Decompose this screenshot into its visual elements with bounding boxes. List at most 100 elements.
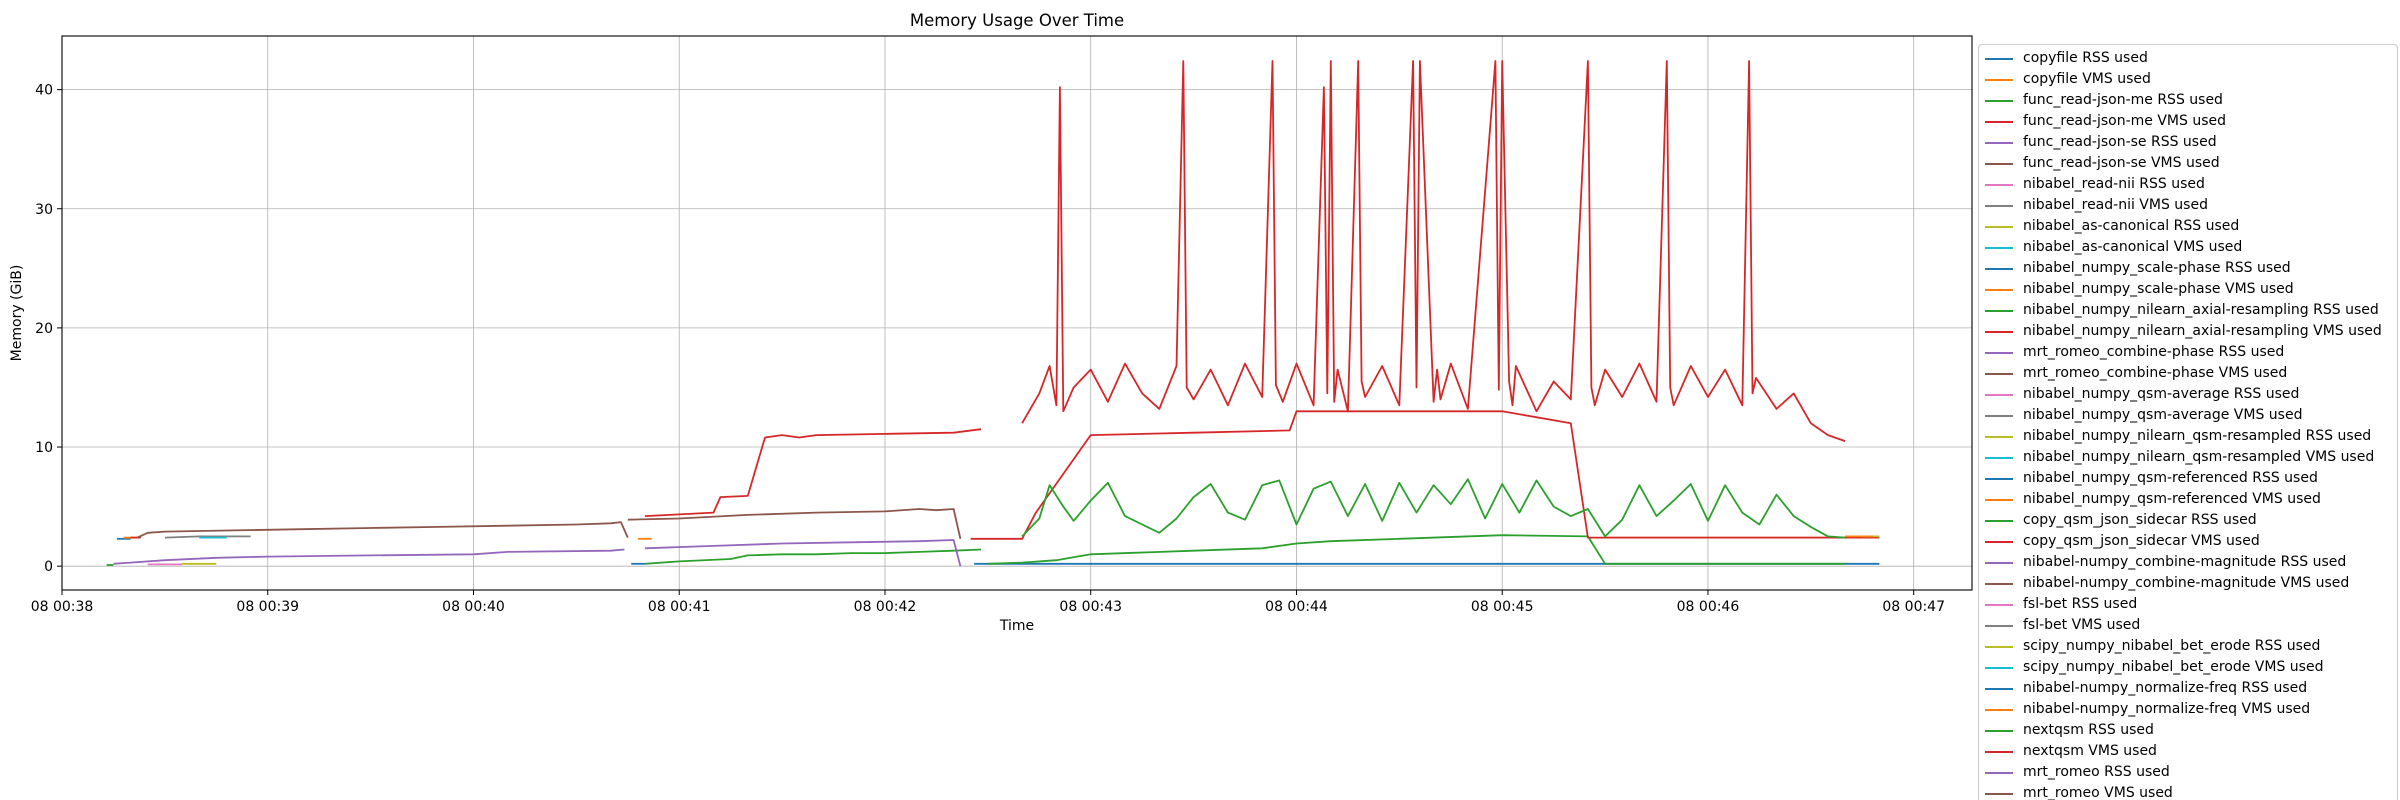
legend-label: nibabel_numpy_nilearn_axial-resampling V… (2023, 323, 2382, 339)
legend-item: func_read-json-se VMS used (1985, 153, 2397, 174)
legend-swatch (1985, 666, 2013, 669)
legend-item: nibabel_numpy_nilearn_axial-resampling R… (1985, 300, 2397, 321)
x-tick-label: 08 00:38 (31, 599, 94, 615)
legend-swatch (1985, 519, 2013, 522)
legend-item: mrt_romeo_combine-phase VMS used (1985, 363, 2397, 384)
legend-label: func_read-json-se VMS used (2023, 155, 2220, 171)
legend-item: copy_qsm_json_sidecar RSS used (1985, 510, 2397, 531)
legend-item: nextqsm VMS used (1985, 741, 2397, 762)
legend-item: nibabel_numpy_qsm-average RSS used (1985, 384, 2397, 405)
series-lines (106, 60, 1880, 567)
legend-swatch (1985, 645, 2013, 648)
y-tick-label: 30 (35, 202, 53, 218)
legend-swatch (1985, 792, 2013, 795)
legend-label: nextqsm RSS used (2023, 722, 2154, 738)
legend-label: nibabel_as-canonical RSS used (2023, 218, 2240, 234)
legend-label: func_read-json-me RSS used (2023, 92, 2223, 108)
x-tick-label: 08 00:42 (854, 599, 917, 615)
legend-item: nextqsm RSS used (1985, 720, 2397, 741)
legend-label: nibabel_numpy_qsm-referenced VMS used (2023, 491, 2321, 507)
axis-ticks: 08 00:38 08 00:39 08 00:40 08 00:41 08 00:42… (31, 83, 1945, 615)
x-tick-label: 08 00:46 (1677, 599, 1740, 615)
legend-label: mrt_romeo_combine-phase VMS used (2023, 365, 2288, 381)
legend-swatch (1985, 540, 2013, 543)
x-tick-label: 08 00:40 (442, 599, 505, 615)
x-axis-label: Time (999, 618, 1034, 634)
legend-item: nibabel_numpy_qsm-average VMS used (1985, 405, 2397, 426)
legend-swatch (1985, 120, 2013, 123)
legend: copyfile RSS used copyfile VMS used func_r… (1978, 44, 2398, 800)
legend-item: copyfile RSS used (1985, 48, 2397, 69)
legend-label: copy_qsm_json_sidecar RSS used (2023, 512, 2257, 528)
legend-label: nibabel_read-nii VMS used (2023, 197, 2208, 213)
legend-swatch (1985, 78, 2013, 81)
series-line-13 (644, 428, 982, 517)
legend-label: nibabel-numpy_combine-magnitude VMS used (2023, 575, 2350, 591)
legend-label: nibabel_numpy_scale-phase VMS used (2023, 281, 2294, 297)
series-line-12 (644, 548, 982, 565)
legend-label: nibabel_numpy_scale-phase RSS used (2023, 260, 2291, 276)
plot-frame (61, 35, 1973, 591)
legend-swatch (1985, 99, 2013, 102)
legend-item: func_read-json-me VMS used (1985, 111, 2397, 132)
grid (61, 36, 1972, 590)
legend-item: nibabel_numpy_nilearn_qsm-resampled VMS … (1985, 447, 2397, 468)
legend-item: nibabel_numpy_scale-phase VMS used (1985, 279, 2397, 300)
legend-label: nextqsm VMS used (2023, 743, 2157, 759)
legend-label: mrt_romeo VMS used (2023, 785, 2173, 800)
x-tick-label: 08 00:43 (1059, 599, 1122, 615)
legend-swatch (1985, 603, 2013, 606)
legend-swatch (1985, 372, 2013, 375)
legend-label: nibabel-numpy_normalize-freq VMS used (2023, 701, 2311, 717)
legend-item: mrt_romeo RSS used (1985, 762, 2397, 783)
series-line-32 (1021, 478, 1846, 539)
legend-item: nibabel_numpy_nilearn_qsm-resampled RSS … (1985, 426, 2397, 447)
x-tick-label: 08 00:44 (1265, 599, 1328, 615)
legend-swatch (1985, 687, 2013, 690)
legend-swatch (1985, 183, 2013, 186)
legend-swatch (1985, 729, 2013, 732)
y-axis-label: Memory (GiB) (9, 265, 25, 362)
series-line-5 (137, 521, 629, 539)
legend-item: nibabel_numpy_scale-phase RSS used (1985, 258, 2397, 279)
x-tick-label: 08 00:45 (1471, 599, 1534, 615)
legend-label: nibabel_numpy_qsm-average RSS used (2023, 386, 2300, 402)
legend-swatch (1985, 309, 2013, 312)
legend-label: mrt_romeo_combine-phase RSS used (2023, 344, 2285, 360)
legend-swatch (1985, 750, 2013, 753)
legend-label: func_read-json-se RSS used (2023, 134, 2217, 150)
legend-item: nibabel_as-canonical RSS used (1985, 216, 2397, 237)
legend-swatch (1985, 582, 2013, 585)
legend-item: nibabel-numpy_normalize-freq VMS used (1985, 699, 2397, 720)
legend-item: copyfile VMS used (1985, 69, 2397, 90)
legend-swatch (1985, 624, 2013, 627)
legend-swatch (1985, 246, 2013, 249)
y-tick-label: 10 (35, 440, 53, 456)
legend-label: scipy_numpy_nibabel_bet_erode VMS used (2023, 659, 2324, 675)
legend-label: nibabel_numpy_qsm-referenced RSS used (2023, 470, 2318, 486)
legend-item: fsl-bet RSS used (1985, 594, 2397, 615)
series-line-14 (644, 539, 962, 567)
legend-item: nibabel-numpy_combine-magnitude RSS used (1985, 552, 2397, 573)
legend-swatch (1985, 330, 2013, 333)
legend-swatch (1985, 414, 2013, 417)
legend-swatch (1985, 267, 2013, 270)
legend-swatch (1985, 708, 2013, 711)
legend-item: nibabel_numpy_qsm-referenced RSS used (1985, 468, 2397, 489)
legend-item: nibabel_numpy_nilearn_axial-resampling V… (1985, 321, 2397, 342)
y-tick-label: 40 (35, 83, 53, 99)
legend-item: scipy_numpy_nibabel_bet_erode RSS used (1985, 636, 2397, 657)
legend-item: mrt_romeo VMS used (1985, 783, 2397, 800)
x-tick-label: 08 00:47 (1882, 599, 1945, 615)
legend-label: nibabel_as-canonical VMS used (2023, 239, 2243, 255)
legend-label: mrt_romeo RSS used (2023, 764, 2170, 780)
legend-item: func_read-json-se RSS used (1985, 132, 2397, 153)
legend-swatch (1985, 57, 2013, 60)
legend-label: nibabel_numpy_nilearn_qsm-resampled RSS … (2023, 428, 2372, 444)
legend-swatch (1985, 162, 2013, 165)
y-tick-label: 20 (35, 321, 53, 337)
legend-swatch (1985, 477, 2013, 480)
series-line-23 (970, 410, 1880, 540)
legend-label: scipy_numpy_nibabel_bet_erode RSS used (2023, 638, 2321, 654)
legend-label: copyfile VMS used (2023, 71, 2151, 87)
